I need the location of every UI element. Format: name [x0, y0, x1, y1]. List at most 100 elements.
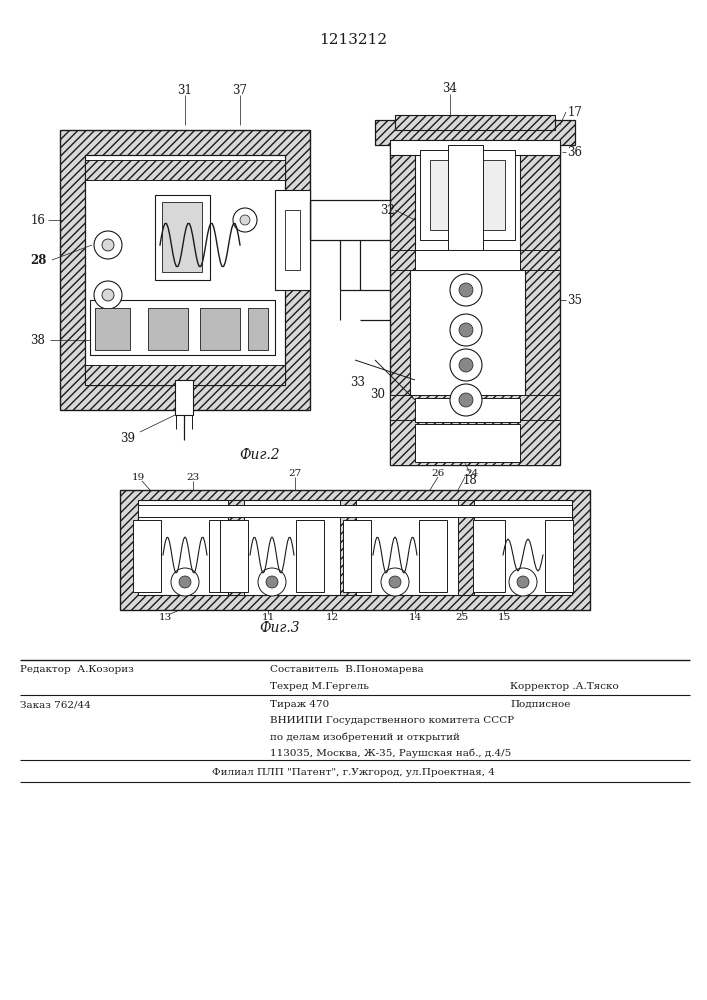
Text: 32: 32 [380, 204, 395, 217]
Circle shape [94, 281, 122, 309]
Bar [343, 520, 371, 592]
Text: 19: 19 [132, 473, 145, 482]
Text: 34: 34 [443, 82, 457, 95]
Text: Редактор  А.Козориз: Редактор А.Козориз [20, 665, 134, 674]
Bar [415, 140, 520, 255]
Bar [390, 140, 560, 155]
Text: 1213212: 1213212 [319, 33, 387, 47]
Circle shape [233, 208, 257, 232]
Bar [420, 150, 515, 240]
Text: 25: 25 [455, 613, 469, 622]
Circle shape [381, 568, 409, 596]
Bar [60, 130, 310, 410]
Text: 26: 26 [431, 468, 445, 478]
Text: 30: 30 [370, 388, 385, 401]
Bar [395, 115, 555, 130]
Circle shape [517, 576, 529, 588]
Text: 11: 11 [262, 613, 274, 622]
Text: 28: 28 [30, 253, 46, 266]
Bar [415, 424, 520, 462]
Bar [285, 210, 300, 270]
Text: Составитель  В.Пономарева: Составитель В.Пономарева [270, 665, 423, 674]
Bar [375, 120, 575, 145]
Circle shape [389, 576, 401, 588]
Text: 27: 27 [288, 468, 302, 478]
Bar [175, 380, 193, 415]
Bar [410, 270, 525, 400]
Text: Корректор .А.Тяско: Корректор .А.Тяско [510, 682, 619, 691]
Bar [209, 520, 237, 592]
Bar [200, 308, 240, 350]
Text: Фиг.3: Фиг.3 [259, 621, 300, 635]
Text: Фиг.2: Фиг.2 [240, 448, 280, 462]
Circle shape [450, 349, 482, 381]
Circle shape [459, 393, 473, 407]
Bar [85, 160, 285, 180]
Text: ВНИИПИ Государственного комитета СССР: ВНИИПИ Государственного комитета СССР [270, 716, 514, 725]
Bar [155, 195, 210, 280]
Text: 38: 38 [30, 334, 45, 347]
Circle shape [450, 314, 482, 346]
Bar [85, 155, 285, 385]
Text: Тираж 470: Тираж 470 [270, 700, 329, 709]
Text: 12: 12 [325, 613, 339, 622]
Bar [545, 520, 573, 592]
Bar [430, 160, 505, 230]
Text: 113035, Москва, Ж-35, Раушская наб., д.4/5: 113035, Москва, Ж-35, Раушская наб., д.4… [270, 748, 511, 758]
Bar [340, 500, 356, 595]
Bar [415, 250, 520, 270]
Text: Филиал ПЛП "Патент", г.Ужгород, ул.Проектная, 4: Филиал ПЛП "Патент", г.Ужгород, ул.Проек… [211, 768, 494, 777]
Bar [95, 308, 130, 350]
Bar [228, 500, 244, 595]
Text: Техред М.Гергель: Техред М.Гергель [270, 682, 369, 691]
Bar [390, 395, 560, 425]
Text: 15: 15 [498, 613, 510, 622]
Bar [473, 520, 505, 592]
Text: по делам изобретений и открытий: по делам изобретений и открытий [270, 732, 460, 742]
Bar [390, 250, 560, 270]
Circle shape [450, 384, 482, 416]
Bar [148, 308, 188, 350]
Text: 23: 23 [187, 473, 199, 482]
Bar [419, 520, 447, 592]
Bar [220, 520, 248, 592]
Circle shape [258, 568, 286, 596]
Text: 13: 13 [158, 613, 172, 622]
Circle shape [240, 215, 250, 225]
Circle shape [459, 323, 473, 337]
Bar [85, 365, 285, 385]
Bar [138, 500, 572, 595]
Circle shape [179, 576, 191, 588]
Bar [120, 490, 590, 610]
Text: 14: 14 [409, 613, 421, 622]
Text: 31: 31 [177, 84, 192, 97]
Circle shape [102, 289, 114, 301]
Bar [133, 520, 161, 592]
Bar [448, 145, 483, 250]
Bar [162, 202, 202, 272]
Circle shape [171, 568, 199, 596]
Bar [296, 520, 324, 592]
Bar [390, 125, 560, 465]
Bar [458, 500, 474, 595]
Circle shape [459, 358, 473, 372]
Text: 36: 36 [568, 145, 583, 158]
Text: 17: 17 [568, 105, 583, 118]
Text: 37: 37 [233, 84, 247, 97]
Bar [248, 308, 268, 350]
Bar [138, 505, 572, 517]
Circle shape [509, 568, 537, 596]
Text: 16: 16 [30, 214, 45, 227]
Circle shape [102, 239, 114, 251]
Bar [90, 300, 275, 355]
Circle shape [94, 231, 122, 259]
Circle shape [266, 576, 278, 588]
Circle shape [450, 274, 482, 306]
Bar [415, 398, 520, 422]
Text: 33: 33 [351, 375, 366, 388]
Text: 18: 18 [462, 474, 477, 487]
Text: Заказ 762/44: Заказ 762/44 [20, 700, 90, 709]
Text: 39: 39 [120, 432, 136, 444]
Text: Подписное: Подписное [510, 700, 571, 709]
Circle shape [459, 283, 473, 297]
